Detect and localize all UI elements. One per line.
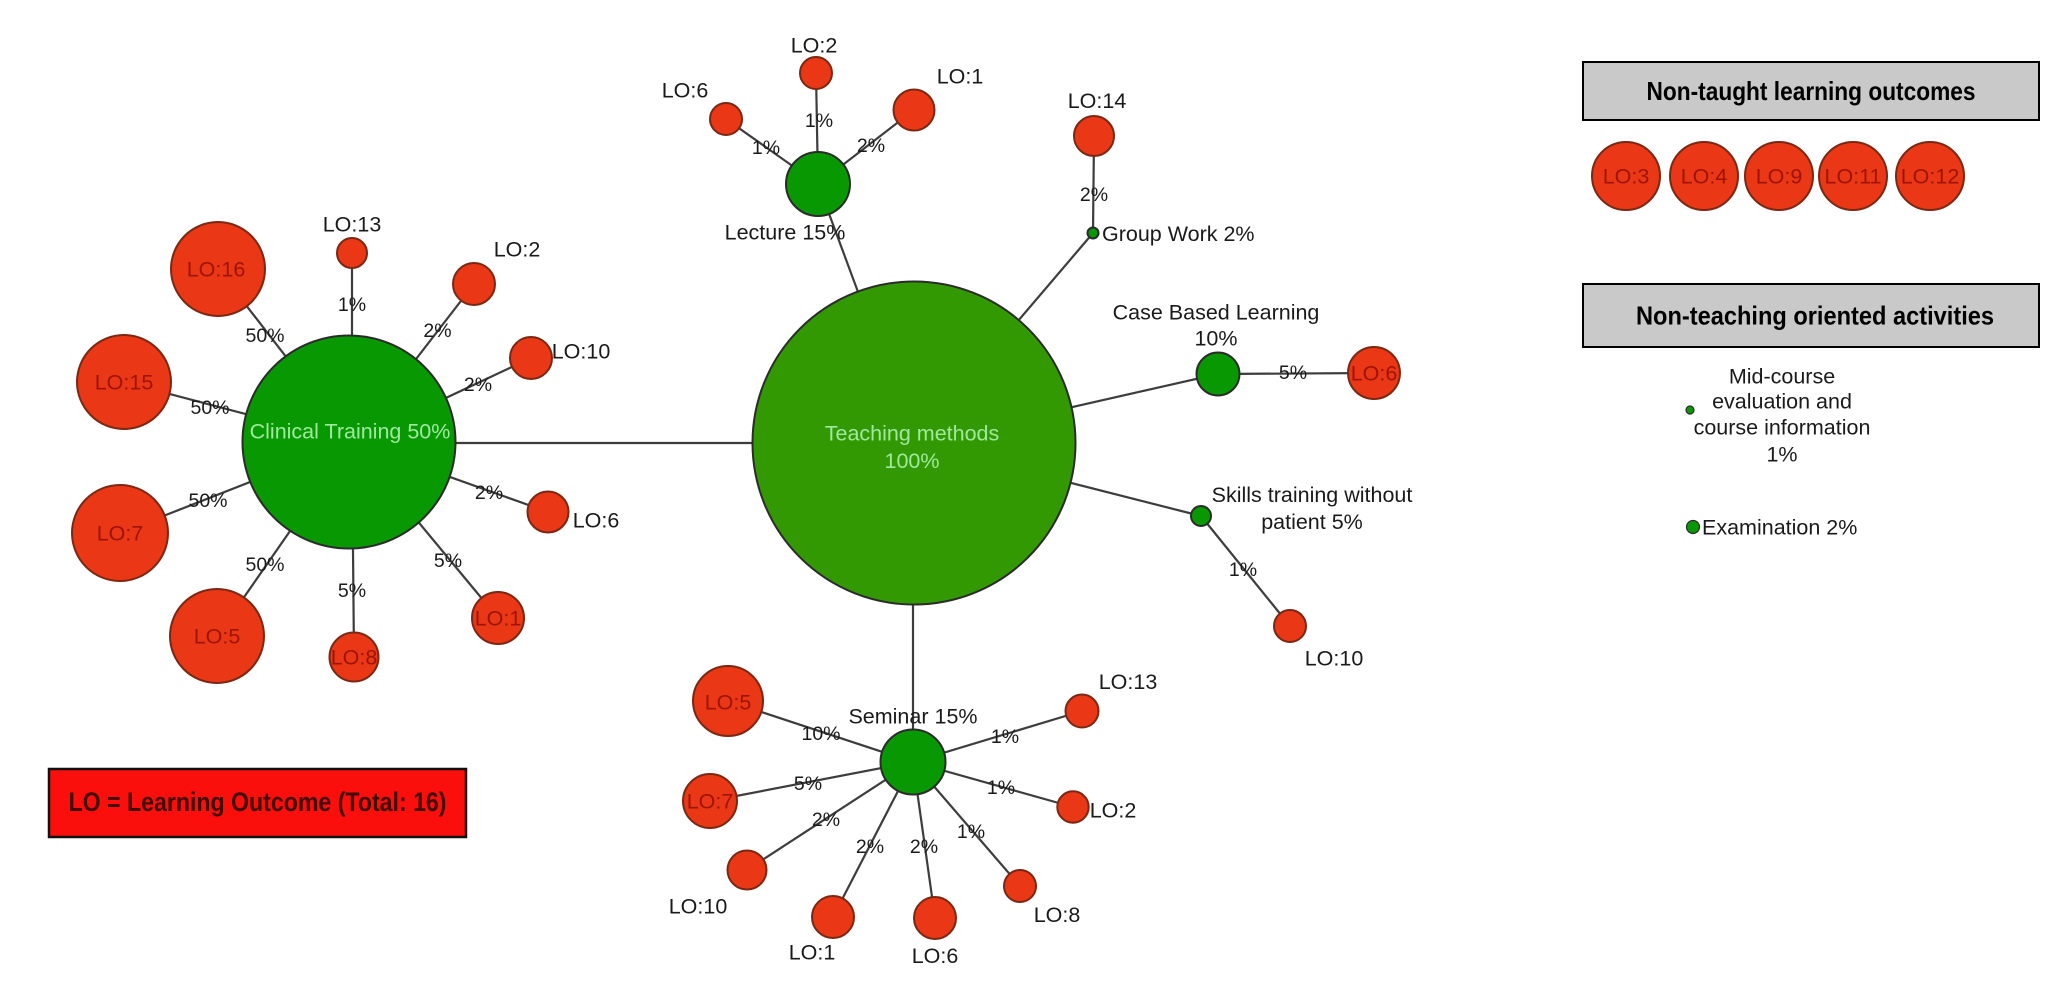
svg-text:LO:2: LO:2	[1090, 799, 1137, 823]
svg-text:2%: 2%	[464, 374, 492, 396]
svg-text:1%: 1%	[752, 137, 780, 159]
svg-text:Clinical Training 50%: Clinical Training 50%	[250, 420, 451, 444]
svg-text:Teaching methods: Teaching methods	[825, 422, 1000, 446]
svg-text:5%: 5%	[338, 580, 366, 602]
svg-text:Seminar 15%: Seminar 15%	[848, 705, 977, 729]
svg-text:Lecture 15%: Lecture 15%	[725, 221, 846, 245]
svg-text:1%: 1%	[957, 821, 985, 843]
svg-text:LO:10: LO:10	[1305, 647, 1364, 671]
svg-text:LO:6: LO:6	[1351, 362, 1398, 386]
svg-text:LO = Learning Outcome (Total:: LO = Learning Outcome (Total: 16)	[69, 787, 447, 817]
svg-text:10%: 10%	[1194, 327, 1237, 351]
svg-text:Mid-course: Mid-course	[1729, 365, 1835, 389]
svg-text:LO:6: LO:6	[662, 79, 709, 103]
svg-text:LO:11: LO:11	[1825, 165, 1882, 189]
svg-text:LO:8: LO:8	[1034, 903, 1081, 927]
svg-text:50%: 50%	[245, 325, 284, 347]
svg-text:LO:2: LO:2	[494, 238, 541, 262]
svg-text:5%: 5%	[794, 773, 822, 795]
svg-text:5%: 5%	[434, 550, 462, 572]
svg-text:course information: course information	[1694, 416, 1871, 440]
svg-text:LO:16: LO:16	[187, 258, 246, 282]
svg-text:10%: 10%	[801, 723, 840, 745]
svg-text:2%: 2%	[812, 809, 840, 831]
svg-text:Non-teaching oriented activiti: Non-teaching oriented activities	[1636, 301, 1994, 331]
svg-text:50%: 50%	[190, 397, 229, 419]
svg-text:2%: 2%	[910, 836, 938, 858]
svg-text:50%: 50%	[188, 490, 227, 512]
svg-text:1%: 1%	[1229, 559, 1257, 581]
svg-text:LO:9: LO:9	[1756, 165, 1803, 189]
svg-text:LO:14: LO:14	[1068, 89, 1127, 113]
svg-text:Examination 2%: Examination 2%	[1702, 516, 1857, 540]
svg-text:LO:7: LO:7	[687, 790, 734, 814]
svg-text:LO:1: LO:1	[789, 941, 836, 965]
svg-text:LO:4: LO:4	[1681, 165, 1728, 189]
svg-text:2%: 2%	[857, 135, 885, 157]
svg-text:2%: 2%	[1080, 184, 1108, 206]
svg-text:LO:7: LO:7	[97, 522, 144, 546]
svg-text:LO:10: LO:10	[552, 340, 611, 364]
svg-text:LO:3: LO:3	[1603, 165, 1650, 189]
svg-text:100%: 100%	[885, 449, 940, 473]
svg-text:LO:12: LO:12	[1901, 165, 1960, 189]
svg-text:LO:1: LO:1	[475, 607, 522, 631]
svg-text:Case Based Learning: Case Based Learning	[1113, 301, 1320, 325]
svg-text:1%: 1%	[1766, 443, 1797, 467]
svg-text:Skills training without: Skills training without	[1212, 483, 1413, 507]
svg-text:1%: 1%	[805, 110, 833, 132]
svg-text:LO:6: LO:6	[912, 944, 959, 968]
svg-text:2%: 2%	[475, 482, 503, 504]
svg-text:50%: 50%	[245, 554, 284, 576]
svg-text:LO:10: LO:10	[669, 895, 728, 919]
svg-text:LO:6: LO:6	[573, 509, 620, 533]
svg-text:2%: 2%	[423, 320, 451, 342]
svg-text:patient 5%: patient 5%	[1261, 510, 1363, 534]
svg-text:LO:1: LO:1	[937, 65, 984, 89]
svg-text:Non-taught learning outcomes: Non-taught learning outcomes	[1647, 76, 1976, 106]
svg-text:1%: 1%	[338, 294, 366, 316]
svg-text:evaluation and: evaluation and	[1712, 390, 1852, 414]
svg-text:1%: 1%	[987, 777, 1015, 799]
svg-text:LO:5: LO:5	[705, 691, 752, 715]
svg-text:LO:5: LO:5	[194, 625, 241, 649]
svg-text:LO:13: LO:13	[1099, 670, 1158, 694]
svg-text:2%: 2%	[856, 836, 884, 858]
svg-text:Group Work 2%: Group Work 2%	[1102, 222, 1255, 246]
svg-text:LO:2: LO:2	[791, 34, 838, 58]
svg-text:LO:8: LO:8	[331, 646, 378, 670]
svg-text:5%: 5%	[1279, 362, 1307, 384]
svg-text:LO:13: LO:13	[323, 213, 382, 237]
svg-text:LO:15: LO:15	[95, 371, 154, 395]
svg-text:1%: 1%	[991, 726, 1019, 748]
